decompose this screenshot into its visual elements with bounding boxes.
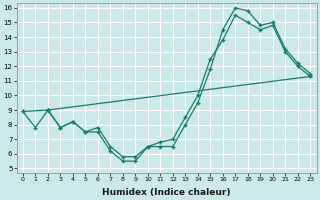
X-axis label: Humidex (Indice chaleur): Humidex (Indice chaleur) [102, 188, 231, 197]
